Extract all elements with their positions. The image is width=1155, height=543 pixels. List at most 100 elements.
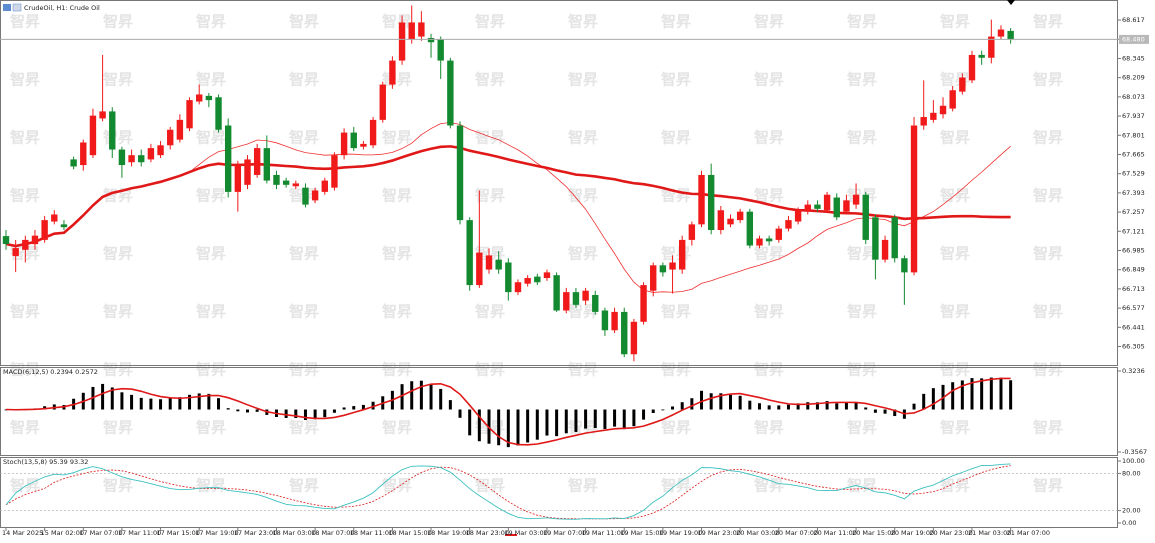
watermark: 智昇	[847, 187, 877, 205]
watermark: 智昇	[1033, 419, 1063, 437]
macd-bar	[458, 409, 462, 418]
candle-body	[292, 183, 299, 187]
candle-body	[196, 94, 203, 102]
macd-bar	[622, 409, 626, 430]
macd-bar	[835, 403, 839, 410]
candle-body	[282, 180, 290, 185]
macd-bar	[526, 409, 530, 443]
candle-body	[659, 265, 667, 273]
candle-body	[572, 292, 580, 305]
macd-bar	[719, 393, 723, 410]
macd-bar	[574, 409, 578, 432]
macd-bar	[352, 406, 356, 410]
macd-bar	[468, 409, 472, 436]
candle-body	[563, 292, 570, 311]
macd-bar	[207, 393, 211, 410]
macd-panel	[0, 367, 1118, 456]
candle-body	[746, 211, 754, 246]
macd-bar	[1009, 380, 1013, 410]
watermark: 智昇	[382, 477, 412, 495]
candle-body	[128, 155, 135, 163]
candle-body	[1007, 30, 1014, 40]
candle-body	[147, 148, 155, 160]
watermark: 智昇	[289, 71, 319, 89]
watermark: 智昇	[103, 303, 133, 321]
macd-bar	[613, 409, 617, 427]
watermark: 智昇	[196, 187, 226, 205]
y-tick-label: 67.121	[1122, 227, 1145, 235]
watermark: 智昇	[847, 361, 877, 379]
watermark: 智昇	[940, 419, 970, 437]
watermark: 智昇	[196, 303, 226, 321]
candle-body	[804, 204, 811, 212]
candle-body	[466, 220, 473, 286]
watermark: 智昇	[847, 303, 877, 321]
stoch-main	[5, 463, 1011, 520]
watermark: 智昇	[940, 129, 970, 147]
candle-body	[389, 60, 396, 85]
shift-marker	[1007, 0, 1015, 5]
watermark: 智昇	[661, 361, 691, 379]
x-tick-label: 20 Mar 03:00	[736, 529, 779, 537]
y-tick-label: 0.3236	[1122, 367, 1145, 375]
candle-body	[582, 290, 589, 301]
y-tick-label: -0.3567	[1122, 448, 1147, 456]
candle-body	[485, 255, 493, 270]
watermark: 智昇	[754, 129, 784, 147]
macd-bar	[796, 403, 800, 410]
y-tick-label: 67.801	[1122, 131, 1145, 139]
x-tick-label: 17 Mar 19:00	[195, 529, 238, 537]
candle-body	[398, 22, 406, 61]
macd-bar	[159, 399, 163, 410]
candle-body	[601, 310, 609, 331]
candle-body	[51, 214, 58, 222]
candle-body	[167, 129, 174, 146]
watermark: 智昇	[382, 303, 412, 321]
candle-body	[215, 97, 222, 130]
macd-bar	[999, 377, 1003, 410]
macd-bar	[593, 409, 597, 429]
watermark: 智昇	[475, 187, 505, 205]
macd-bar	[555, 409, 559, 437]
candle-body	[843, 200, 850, 212]
macd-bar	[603, 409, 607, 429]
x-tick-label: 19 Mar 11:00	[582, 529, 625, 537]
watermark: 智昇	[1033, 71, 1063, 89]
watermark: 智昇	[382, 71, 412, 89]
candle-body	[707, 174, 715, 231]
candle-body	[331, 155, 338, 188]
macd-bar	[130, 394, 134, 410]
candle-body	[881, 239, 889, 260]
watermark: 智昇	[661, 303, 691, 321]
candle-body	[794, 210, 802, 222]
watermark: 智昇	[754, 303, 784, 321]
macd-bar	[226, 408, 230, 410]
macd-bar	[120, 392, 124, 410]
candle-body	[340, 132, 348, 156]
watermark: 智昇	[940, 303, 970, 321]
candle-body	[997, 29, 1005, 37]
x-tick-label: 18 Mar 15:00	[388, 529, 431, 537]
macd-bar	[767, 405, 771, 410]
candle-body	[408, 22, 415, 40]
watermark: 智昇	[568, 245, 598, 263]
candle-body	[688, 224, 696, 240]
macd-bar	[777, 405, 781, 410]
x-tick-label: 19 Mar 07:00	[543, 529, 586, 537]
candle-body	[852, 194, 860, 205]
watermark: 智昇	[382, 245, 412, 263]
macd-bar	[101, 383, 105, 410]
x-tick-label: 18 Mar 11:00	[350, 529, 393, 537]
watermark: 智昇	[754, 419, 784, 437]
macd-bar	[342, 407, 346, 410]
candle-body	[534, 276, 541, 283]
x-tick-label: 21 Mar 03:00	[968, 529, 1011, 537]
candle-body	[379, 84, 386, 120]
macd-bar	[738, 395, 742, 410]
watermark: 智昇	[196, 419, 226, 437]
macd-bar	[168, 398, 172, 410]
macd-bar	[854, 402, 858, 410]
x-tick-label: 20 Mar 15:00	[852, 529, 895, 537]
macd-title: MACD(6,12,5) 0.2394 0.2572	[3, 368, 98, 376]
